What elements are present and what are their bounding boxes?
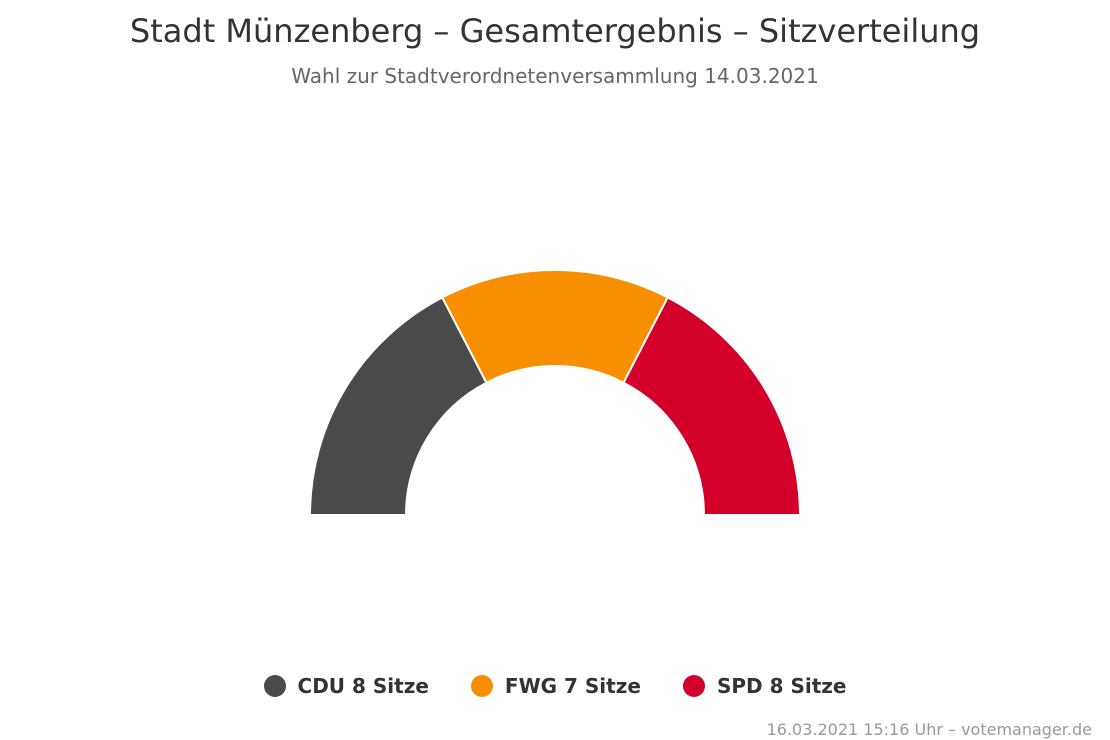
legend-marker-cdu (263, 675, 286, 697)
legend-marker-fwg (470, 675, 493, 697)
legend-item-cdu[interactable]: CDU 8 Sitze (263, 674, 429, 698)
legend-item-spd[interactable]: SPD 8 Sitze (682, 674, 847, 698)
chart-legend: CDU 8 Sitze FWG 7 Sitze SPD 8 Sitze (0, 674, 1110, 698)
legend-label-spd: SPD 8 Sitze (716, 674, 847, 698)
credits-text[interactable]: 16.03.2021 15:16 Uhr – votemanager.de (766, 720, 1092, 739)
legend-item-fwg[interactable]: FWG 7 Sitze (470, 674, 641, 698)
legend-marker-spd (682, 675, 705, 697)
chart-title: Stadt Münzenberg – Gesamtergebnis – Sitz… (129, 12, 981, 50)
seat-segment-spd[interactable] (622, 296, 802, 516)
legend-label-cdu: CDU 8 Sitze (297, 674, 429, 698)
legend-label-fwg: FWG 7 Sitze (504, 674, 641, 698)
chart-subtitle: Wahl zur Stadtverordnetenversammlung 14.… (291, 64, 819, 88)
